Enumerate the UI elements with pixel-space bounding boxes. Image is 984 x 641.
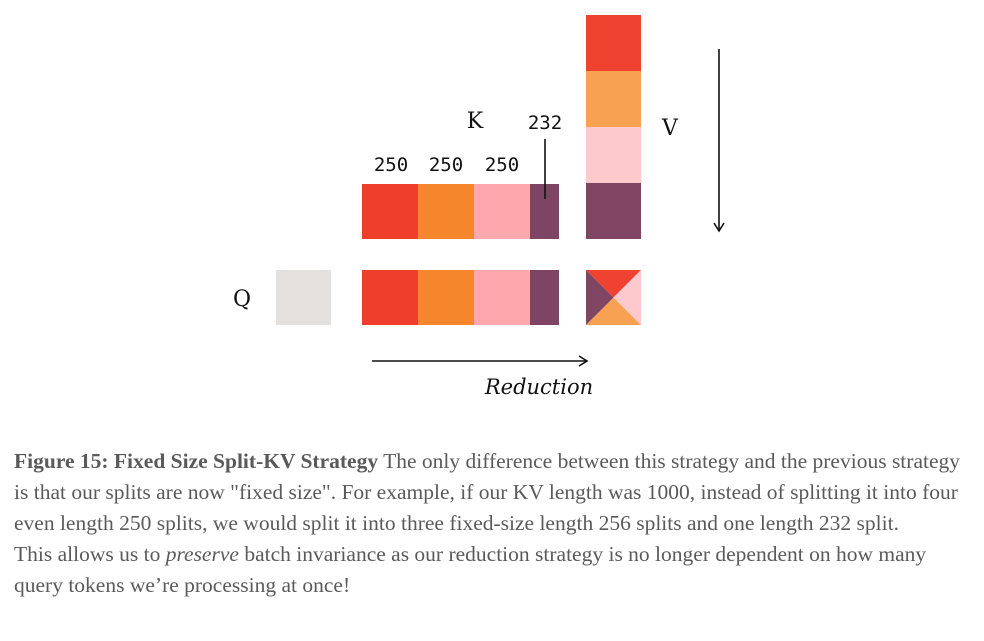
- k-label: K: [467, 109, 484, 134]
- output-bottom-triangle: [586, 297, 641, 325]
- reduction-arrow: [372, 355, 589, 367]
- caption-text-2-after: batch invariance as our reduction strate…: [14, 542, 927, 597]
- qk-row: [276, 270, 559, 325]
- qk-split-3: [474, 270, 530, 325]
- q-block: [276, 270, 331, 325]
- q-label: Q: [233, 287, 251, 312]
- caption-text-2-before: This allows us to: [14, 542, 166, 566]
- v-split-1: [586, 15, 641, 71]
- output-left-triangle: [586, 270, 614, 325]
- split-size-label-1: 250: [374, 154, 408, 176]
- k-row: [362, 184, 559, 239]
- last-split-label: 232: [528, 112, 562, 134]
- k-split-3: [474, 184, 530, 239]
- qk-split-2: [418, 270, 474, 325]
- v-label: V: [661, 116, 679, 141]
- split-kv-diagram: K V Q 250 250 250 232 Reduction: [233, 15, 725, 399]
- qk-split-4: [530, 270, 559, 325]
- k-split-2: [418, 184, 474, 239]
- split-size-label-2: 250: [429, 154, 463, 176]
- k-split-1: [362, 184, 418, 239]
- caption-text-1: The only difference between this strateg…: [14, 449, 960, 535]
- figure-caption: Figure 15: Fixed Size Split-KV Strategy …: [14, 446, 974, 601]
- reduction-label: Reduction: [484, 375, 593, 399]
- v-down-arrow: [713, 49, 725, 233]
- caption-paragraph-2: This allows us to preserve batch invaria…: [14, 539, 974, 601]
- v-split-2: [586, 71, 641, 127]
- v-split-3: [586, 127, 641, 183]
- qk-split-1: [362, 270, 418, 325]
- v-column: [586, 15, 641, 239]
- output-right-triangle: [613, 270, 641, 325]
- caption-emphasis: preserve: [165, 542, 239, 566]
- output-top-triangle: [586, 270, 641, 298]
- output-block: [586, 270, 641, 325]
- caption-paragraph-1: Figure 15: Fixed Size Split-KV Strategy …: [14, 446, 974, 539]
- caption-title: Figure 15: Fixed Size Split-KV Strategy: [14, 449, 379, 473]
- v-split-4: [586, 183, 641, 239]
- split-size-label-3: 250: [485, 154, 519, 176]
